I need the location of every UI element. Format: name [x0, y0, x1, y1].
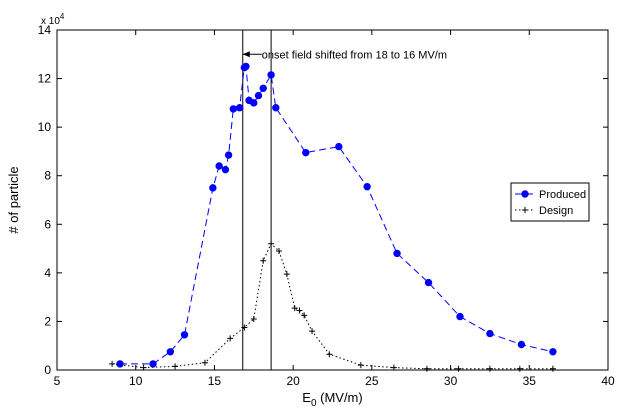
- y-axis-title: # of particle: [6, 166, 21, 233]
- data-point: [209, 184, 217, 192]
- x-tick-label: 25: [365, 374, 379, 388]
- y-scale-exponent: 4: [60, 12, 65, 21]
- x-axis-title-sub: 0: [311, 398, 317, 407]
- y-tick-label: 6: [44, 217, 51, 231]
- data-point: [275, 248, 282, 254]
- series-design: [109, 240, 556, 372]
- data-point: [335, 142, 343, 151]
- data-point: [455, 365, 462, 372]
- data-point: [393, 249, 401, 258]
- y-tick-label: 14: [38, 23, 52, 37]
- data-point: [390, 364, 397, 371]
- data-point: [242, 62, 250, 71]
- annotation-arrow-head: [242, 51, 250, 58]
- data-point: [357, 362, 364, 369]
- data-point: [224, 151, 233, 159]
- data-point: [486, 365, 493, 372]
- data-point: [549, 365, 556, 372]
- data-point: [229, 105, 238, 113]
- data-point: [140, 364, 147, 371]
- series-produced: [116, 62, 557, 368]
- y-tick-label: 10: [38, 120, 52, 134]
- data-point: [172, 363, 179, 370]
- x-tick-label: 20: [286, 374, 300, 388]
- legend-label: Design: [539, 205, 573, 217]
- data-point: [149, 360, 157, 368]
- data-point: [116, 360, 124, 368]
- data-point: [521, 190, 529, 198]
- x-tick-label: 10: [129, 374, 143, 388]
- y-tick-label: 0: [44, 363, 51, 377]
- x-tick-label: 15: [208, 374, 222, 388]
- legend-item-design: Design: [515, 205, 573, 217]
- series-line: [112, 242, 553, 370]
- series-layer: [109, 62, 557, 372]
- legend-entries: Produced Design: [515, 189, 586, 217]
- data-point: [166, 348, 175, 356]
- data-point: [254, 91, 263, 100]
- data-point: [517, 340, 526, 349]
- data-point: [302, 148, 310, 157]
- data-point: [250, 99, 258, 107]
- legend-label: Produced: [539, 189, 586, 201]
- data-point: [260, 257, 267, 264]
- data-point: [241, 324, 248, 331]
- data-point: [301, 312, 308, 319]
- data-point: [250, 316, 257, 322]
- data-point: [516, 365, 523, 372]
- data-point: [296, 307, 303, 314]
- x-tick-label: 5: [54, 374, 61, 388]
- data-point: [227, 335, 234, 342]
- data-point: [201, 359, 208, 366]
- y-tick-label: 4: [44, 266, 51, 280]
- data-point: [549, 348, 557, 356]
- data-point: [309, 328, 316, 335]
- legend: Produced Design: [510, 182, 590, 222]
- annotation: onset field shifted from 18 to 16 MV/m: [242, 49, 447, 61]
- data-point: [283, 271, 290, 278]
- annotation-text: onset field shifted from 18 to 16 MV/m: [262, 49, 447, 61]
- y-scale-label: x 104: [41, 12, 65, 27]
- x-tick-label: 40: [601, 374, 615, 388]
- data-point: [109, 360, 116, 367]
- data-point: [291, 305, 298, 312]
- x-axis-title-unit: (MV/m): [317, 390, 363, 405]
- data-point: [259, 84, 267, 92]
- data-point: [221, 165, 230, 174]
- data-point: [235, 104, 244, 112]
- x-tick-label: 30: [444, 374, 458, 388]
- series-line: [120, 65, 554, 365]
- data-point: [486, 329, 494, 338]
- data-point: [424, 278, 433, 287]
- data-point: [268, 240, 275, 247]
- legend-box: [510, 182, 590, 222]
- data-point: [215, 162, 223, 170]
- data-point: [423, 365, 430, 372]
- data-point: [272, 104, 280, 112]
- data-point: [522, 207, 528, 213]
- data-point: [326, 351, 333, 358]
- x-tick-label: 35: [523, 374, 537, 388]
- y-scale-base: x 10: [41, 16, 60, 27]
- data-point: [180, 331, 189, 339]
- data-point: [363, 182, 371, 191]
- data-point: [267, 71, 275, 79]
- legend-item-produced: Produced: [515, 189, 586, 201]
- x-axis-title-main: E: [302, 390, 311, 405]
- data-point: [456, 312, 464, 321]
- ticks: 5 10 15 20 25 30 35 40 0 2 4 6 8 10 12 14: [38, 23, 615, 388]
- vertical-lines: [242, 30, 272, 370]
- y-tick-label: 2: [44, 314, 51, 328]
- x-axis-title: E0 (MV/m): [302, 390, 362, 407]
- y-tick-label: 12: [38, 72, 52, 86]
- y-tick-label: 8: [44, 169, 51, 183]
